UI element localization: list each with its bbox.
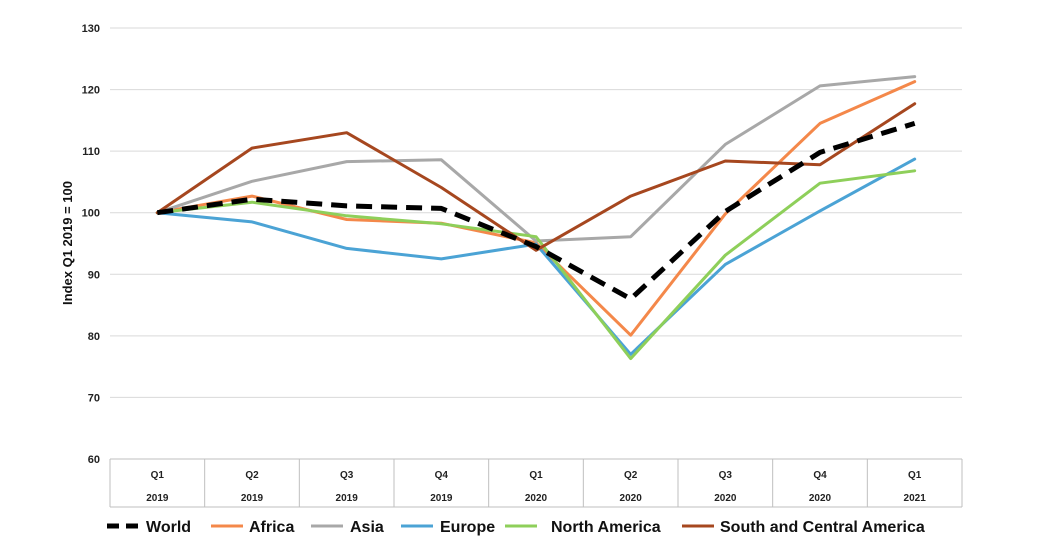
x-tick-label-quarter: Q2 <box>245 470 259 481</box>
y-axis-label: Index Q1 2019 = 100 <box>60 181 75 305</box>
legend-label: Asia <box>350 519 384 536</box>
legend-item-north-america: North America <box>505 519 661 536</box>
x-tick-label-year: 2021 <box>904 493 927 504</box>
x-tick-label-year: 2019 <box>146 493 169 504</box>
axes: 60 70 80 90 100 110 120 130 Q1 2019 Q2 2019 Q3 2019 Q4… <box>82 23 963 508</box>
y-tick-label: 100 <box>82 208 100 220</box>
legend-label: North America <box>551 519 661 536</box>
legend-item-world: World <box>107 519 191 536</box>
legend-item-asia: Asia <box>311 519 384 536</box>
series-line-asia <box>155 75 917 243</box>
x-tick-label-year: 2019 <box>336 493 359 504</box>
y-tick-label: 90 <box>88 269 100 281</box>
gridlines <box>110 27 962 460</box>
x-tick-label-quarter: Q1 <box>529 470 543 481</box>
x-tick-label-year: 2020 <box>525 493 548 504</box>
x-tick-label-quarter: Q2 <box>624 470 638 481</box>
x-tick-label-year: 2020 <box>620 493 643 504</box>
x-tick-label-quarter: Q3 <box>340 470 354 481</box>
x-tick-label-quarter: Q1 <box>908 470 922 481</box>
y-tick-label: 120 <box>82 85 100 97</box>
y-tick-label: 70 <box>88 392 100 404</box>
y-tick-label: 130 <box>82 23 100 35</box>
x-tick-label-quarter: Q4 <box>435 470 449 481</box>
legend-label: Europe <box>440 519 495 536</box>
legend: World Africa Asia Europe North America South … <box>107 519 925 536</box>
y-tick-label: 80 <box>88 331 100 343</box>
x-tick-label-year: 2019 <box>241 493 264 504</box>
series-line-europe <box>155 157 917 356</box>
legend-label: Africa <box>249 519 294 536</box>
legend-label: World <box>146 519 191 536</box>
legend-item-south-and-central-america: South and Central America <box>682 519 925 536</box>
y-tick-label: 60 <box>88 454 100 466</box>
series-line-north-america <box>155 169 917 361</box>
series-line-south-and-central-america <box>155 102 917 252</box>
x-tick-label-quarter: Q3 <box>719 470 733 481</box>
legend-item-europe: Europe <box>401 519 495 536</box>
x-tick-label-year: 2019 <box>430 493 453 504</box>
series-line-africa <box>155 80 917 337</box>
x-tick-label-year: 2020 <box>714 493 737 504</box>
x-tick-label-year: 2020 <box>809 493 832 504</box>
series-line-world <box>156 121 916 302</box>
legend-label: South and Central America <box>720 519 925 536</box>
x-tick-label-quarter: Q1 <box>151 470 165 481</box>
y-tick-label: 110 <box>82 146 100 158</box>
series-lines <box>155 75 917 361</box>
x-tick-label-quarter: Q4 <box>813 470 827 481</box>
legend-item-africa: Africa <box>211 519 294 536</box>
